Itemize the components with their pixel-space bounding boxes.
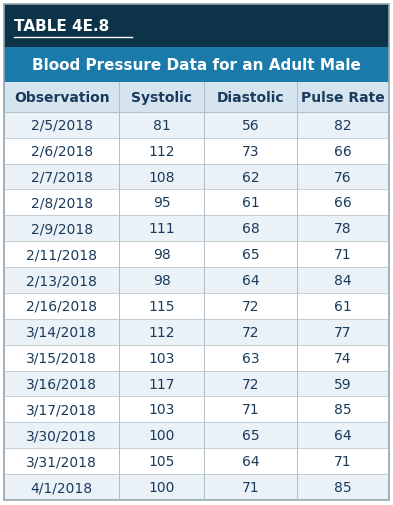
Text: 3/30/2018: 3/30/2018	[26, 428, 97, 442]
Text: 2/7/2018: 2/7/2018	[31, 170, 93, 184]
Text: 64: 64	[334, 428, 352, 442]
Text: 98: 98	[153, 274, 171, 287]
Text: 72: 72	[242, 299, 259, 313]
FancyBboxPatch shape	[4, 268, 389, 293]
Text: 2/11/2018: 2/11/2018	[26, 247, 97, 262]
Text: 103: 103	[149, 351, 175, 365]
Text: 64: 64	[242, 454, 259, 468]
Text: 62: 62	[242, 170, 259, 184]
Text: 112: 112	[149, 325, 175, 339]
Text: 3/31/2018: 3/31/2018	[26, 454, 97, 468]
Text: 68: 68	[242, 222, 259, 236]
FancyBboxPatch shape	[4, 474, 389, 500]
Text: 117: 117	[149, 377, 175, 391]
Text: 95: 95	[153, 196, 171, 210]
FancyBboxPatch shape	[4, 345, 389, 371]
Text: 2/13/2018: 2/13/2018	[26, 274, 97, 287]
Text: 72: 72	[242, 325, 259, 339]
Text: 72: 72	[242, 377, 259, 391]
Text: 3/17/2018: 3/17/2018	[26, 402, 97, 417]
Text: 103: 103	[149, 402, 175, 417]
Text: 115: 115	[149, 299, 175, 313]
Text: Diastolic: Diastolic	[217, 91, 284, 105]
FancyBboxPatch shape	[4, 242, 389, 268]
Text: 84: 84	[334, 274, 352, 287]
Text: 111: 111	[149, 222, 175, 236]
Text: Blood Pressure Data for an Adult Male: Blood Pressure Data for an Adult Male	[32, 58, 361, 73]
FancyBboxPatch shape	[4, 448, 389, 474]
Text: 82: 82	[334, 119, 352, 132]
Text: 65: 65	[242, 428, 259, 442]
Text: 81: 81	[153, 119, 171, 132]
Text: 71: 71	[242, 402, 259, 417]
Text: Pulse Rate: Pulse Rate	[301, 91, 385, 105]
Text: 4/1/2018: 4/1/2018	[31, 480, 93, 494]
FancyBboxPatch shape	[4, 164, 389, 190]
Text: TABLE 4E.8: TABLE 4E.8	[14, 19, 109, 34]
Text: 64: 64	[242, 274, 259, 287]
Text: 112: 112	[149, 144, 175, 159]
Text: 71: 71	[334, 247, 352, 262]
FancyBboxPatch shape	[4, 138, 389, 164]
Text: 59: 59	[334, 377, 352, 391]
Text: 3/14/2018: 3/14/2018	[26, 325, 97, 339]
Text: 2/9/2018: 2/9/2018	[31, 222, 93, 236]
FancyBboxPatch shape	[4, 396, 389, 423]
Text: 61: 61	[334, 299, 352, 313]
Text: 2/6/2018: 2/6/2018	[31, 144, 93, 159]
Text: 85: 85	[334, 480, 352, 494]
Text: 74: 74	[334, 351, 352, 365]
Text: 100: 100	[149, 428, 175, 442]
FancyBboxPatch shape	[4, 423, 389, 448]
FancyBboxPatch shape	[4, 216, 389, 242]
Text: 66: 66	[334, 144, 352, 159]
Text: 63: 63	[242, 351, 259, 365]
FancyBboxPatch shape	[4, 293, 389, 319]
Text: 100: 100	[149, 480, 175, 494]
Text: Observation: Observation	[14, 91, 110, 105]
FancyBboxPatch shape	[4, 83, 389, 113]
Text: 2/16/2018: 2/16/2018	[26, 299, 97, 313]
Text: 2/5/2018: 2/5/2018	[31, 119, 93, 132]
Text: 105: 105	[149, 454, 175, 468]
Text: 3/15/2018: 3/15/2018	[26, 351, 97, 365]
FancyBboxPatch shape	[4, 48, 389, 83]
Text: 71: 71	[334, 454, 352, 468]
Text: Systolic: Systolic	[131, 91, 192, 105]
Text: 71: 71	[242, 480, 259, 494]
FancyBboxPatch shape	[4, 319, 389, 345]
Text: 77: 77	[334, 325, 352, 339]
Text: 76: 76	[334, 170, 352, 184]
Text: 78: 78	[334, 222, 352, 236]
Text: 85: 85	[334, 402, 352, 417]
Text: 73: 73	[242, 144, 259, 159]
FancyBboxPatch shape	[4, 5, 389, 48]
FancyBboxPatch shape	[4, 371, 389, 396]
FancyBboxPatch shape	[4, 190, 389, 216]
Text: 56: 56	[242, 119, 259, 132]
FancyBboxPatch shape	[4, 113, 389, 138]
Text: 98: 98	[153, 247, 171, 262]
Text: 65: 65	[242, 247, 259, 262]
Text: 108: 108	[149, 170, 175, 184]
Text: 61: 61	[242, 196, 259, 210]
Text: 2/8/2018: 2/8/2018	[31, 196, 93, 210]
Text: 3/16/2018: 3/16/2018	[26, 377, 97, 391]
Text: 66: 66	[334, 196, 352, 210]
